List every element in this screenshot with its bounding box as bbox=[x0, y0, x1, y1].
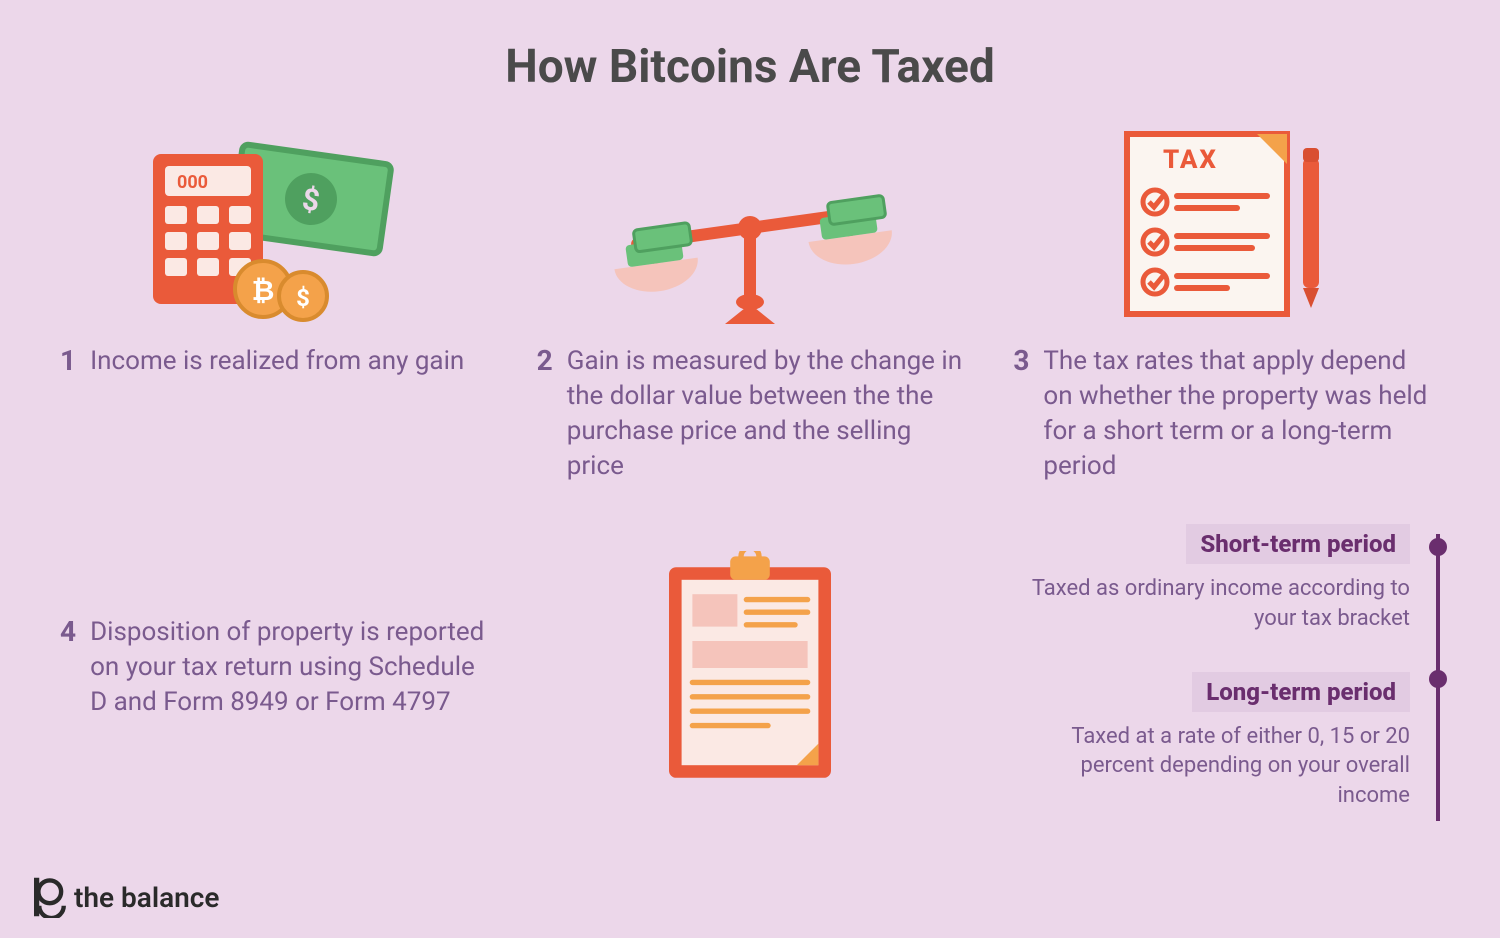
page-title: How Bitcoins Are Taxed bbox=[60, 40, 1440, 94]
step-2-caption: 2 Gain is measured by the change in the … bbox=[537, 344, 964, 484]
step-3: TAX bbox=[1013, 124, 1440, 484]
brand-name: the balance bbox=[74, 881, 219, 914]
step-number: 2 bbox=[537, 344, 553, 484]
svg-text:TAX: TAX bbox=[1163, 145, 1218, 175]
long-term-block: Long-term period Taxed at a rate of eith… bbox=[1013, 672, 1410, 811]
money-calculator-icon: $ 000 ₿ bbox=[60, 124, 487, 324]
step-number: 1 bbox=[60, 344, 76, 379]
step-number: 3 bbox=[1013, 344, 1029, 484]
infographic-canvas: How Bitcoins Are Taxed $ bbox=[0, 0, 1500, 938]
calc-display: 000 bbox=[177, 172, 208, 193]
short-term-block: Short-term period Taxed as ordinary inco… bbox=[1013, 524, 1410, 633]
step-1-caption: 1 Income is realized from any gain bbox=[60, 344, 487, 379]
step-text: Income is realized from any gain bbox=[90, 344, 464, 379]
step-text: The tax rates that apply depend on wheth… bbox=[1043, 344, 1440, 484]
svg-text:$: $ bbox=[296, 284, 310, 312]
short-term-body: Taxed as ordinary income according to yo… bbox=[1013, 574, 1410, 633]
step-text: Gain is measured by the change in the do… bbox=[567, 344, 964, 484]
timeline-dot bbox=[1429, 538, 1447, 556]
timeline-dot bbox=[1429, 670, 1447, 688]
long-term-title: Long-term period bbox=[1192, 672, 1410, 712]
short-term-title: Short-term period bbox=[1186, 524, 1410, 564]
balance-logo-icon bbox=[30, 876, 66, 918]
clipboard-icon bbox=[537, 524, 964, 810]
step-number: 4 bbox=[60, 615, 76, 720]
steps-row-1: $ 000 ₿ bbox=[60, 124, 1440, 484]
step-4: 4 Disposition of property is reported on… bbox=[60, 524, 487, 810]
step-2: 2 Gain is measured by the change in the … bbox=[537, 124, 964, 484]
tax-checklist-icon: TAX bbox=[1013, 124, 1440, 324]
step-text: Disposition of property is reported on y… bbox=[90, 615, 487, 720]
balance-scale-icon bbox=[537, 124, 964, 324]
step-1: $ 000 ₿ bbox=[60, 124, 487, 484]
steps-row-2: 4 Disposition of property is reported on… bbox=[60, 524, 1440, 810]
step-3-caption: 3 The tax rates that apply depend on whe… bbox=[1013, 344, 1440, 484]
svg-text:₿: ₿ bbox=[252, 274, 275, 307]
brand-logo: the balance bbox=[30, 876, 219, 918]
long-term-body: Taxed at a rate of either 0, 15 or 20 pe… bbox=[1013, 722, 1410, 811]
period-timeline: Short-term period Taxed as ordinary inco… bbox=[1013, 524, 1440, 810]
